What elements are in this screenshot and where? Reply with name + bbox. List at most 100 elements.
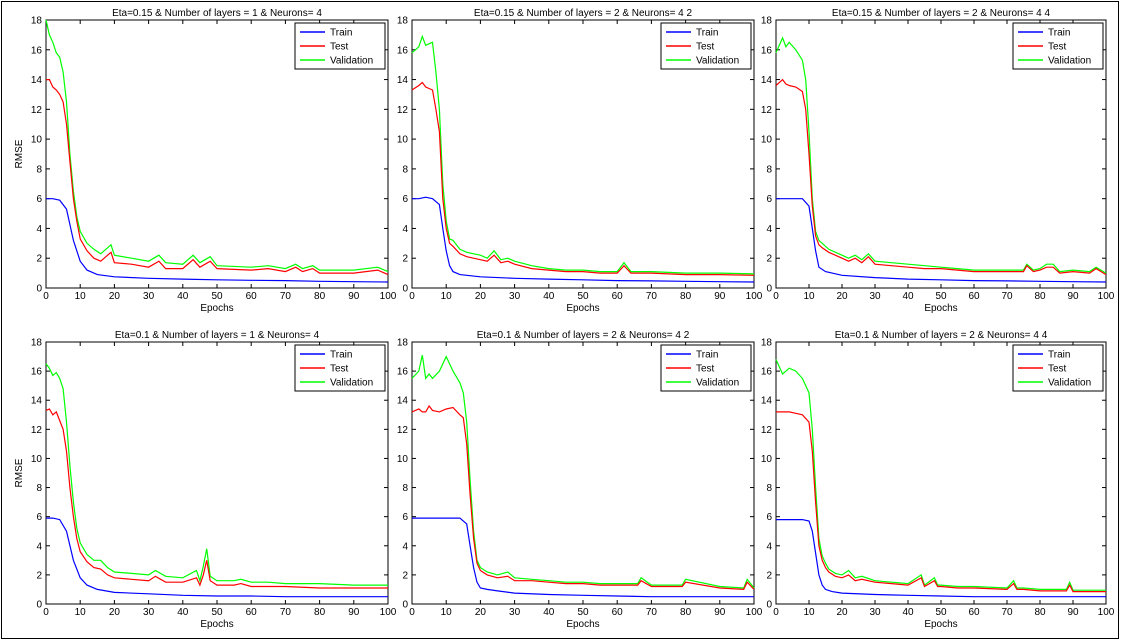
- y-tick-label: 16: [761, 45, 773, 56]
- legend-label-validation: Validation: [696, 378, 739, 389]
- x-tick-label: 80: [314, 291, 326, 302]
- x-tick-label: 90: [1067, 607, 1079, 618]
- series-line-train: [412, 196, 755, 283]
- x-tick-label: 100: [746, 607, 763, 618]
- legend-label-train: Train: [1048, 350, 1070, 361]
- x-tick-label: 10: [75, 607, 87, 618]
- y-tick-label: 10: [397, 454, 409, 465]
- y-axis-label: RMSE: [14, 139, 25, 168]
- subplot-title: Eta=0.15 & Number of layers = 2 & Neuron…: [474, 8, 693, 19]
- series-line-validation: [775, 36, 1107, 274]
- y-tick-label: 10: [31, 135, 43, 146]
- x-tick-label: 0: [43, 291, 49, 302]
- y-tick-label: 14: [761, 396, 773, 407]
- x-tick-label: 40: [177, 291, 189, 302]
- y-tick-label: 8: [402, 483, 408, 494]
- subplot-title: Eta=0.1 & Number of layers = 2 & Neurons…: [835, 330, 1048, 341]
- subplot-1: Eta=0.15 & Number of layers = 1 & Neuron…: [14, 8, 397, 314]
- legend-label-test: Test: [696, 364, 715, 375]
- x-tick-label: 0: [409, 291, 415, 302]
- y-tick-label: 12: [397, 425, 409, 436]
- x-tick-label: 20: [836, 607, 848, 618]
- y-tick-label: 4: [402, 224, 408, 235]
- y-tick-label: 6: [36, 194, 42, 205]
- subplot-5: Eta=0.1 & Number of layers = 2 & Neurons…: [397, 330, 763, 630]
- y-tick-label: 16: [397, 45, 409, 56]
- x-tick-label: 60: [612, 291, 624, 302]
- y-tick-label: 8: [36, 164, 42, 175]
- legend-label-test: Test: [696, 42, 715, 53]
- legend-label-test: Test: [330, 364, 349, 375]
- x-tick-label: 40: [902, 607, 914, 618]
- y-tick-label: 14: [761, 75, 773, 86]
- x-tick-label: 10: [803, 607, 815, 618]
- y-tick-label: 4: [766, 541, 772, 552]
- y-tick-label: 2: [36, 570, 42, 581]
- y-tick-label: 8: [766, 164, 772, 175]
- legend-label-train: Train: [696, 28, 718, 39]
- series-line-train: [46, 198, 389, 283]
- x-tick-label: 30: [869, 291, 881, 302]
- y-tick-label: 8: [766, 483, 772, 494]
- y-tick-label: 18: [761, 16, 773, 27]
- y-tick-label: 6: [402, 512, 408, 523]
- y-tick-label: 16: [397, 367, 409, 378]
- y-tick-label: 2: [402, 570, 408, 581]
- y-tick-label: 2: [766, 254, 772, 265]
- x-tick-label: 40: [543, 291, 555, 302]
- y-tick-label: 6: [402, 194, 408, 205]
- x-tick-label: 60: [246, 291, 258, 302]
- x-tick-label: 40: [177, 607, 189, 618]
- x-tick-label: 50: [935, 291, 947, 302]
- x-tick-label: 80: [680, 607, 692, 618]
- y-tick-label: 12: [397, 105, 409, 116]
- y-tick-label: 6: [36, 512, 42, 523]
- legend-label-validation: Validation: [330, 56, 373, 67]
- x-tick-label: 40: [902, 291, 914, 302]
- x-tick-label: 0: [43, 607, 49, 618]
- x-tick-label: 0: [409, 607, 415, 618]
- y-axis-label: RMSE: [14, 458, 25, 487]
- y-tick-label: 2: [402, 254, 408, 265]
- x-tick-label: 100: [380, 607, 397, 618]
- x-tick-label: 10: [441, 607, 453, 618]
- x-tick-label: 40: [543, 607, 555, 618]
- y-tick-label: 10: [761, 135, 773, 146]
- legend-label-validation: Validation: [330, 378, 373, 389]
- y-tick-label: 14: [31, 396, 43, 407]
- y-tick-label: 12: [761, 425, 773, 436]
- series-line-test: [45, 408, 388, 589]
- x-tick-label: 60: [612, 607, 624, 618]
- subplot-6: Eta=0.1 & Number of layers = 2 & Neurons…: [761, 330, 1115, 630]
- x-tick-label: 70: [280, 291, 292, 302]
- x-tick-label: 80: [680, 291, 692, 302]
- y-tick-label: 8: [36, 483, 42, 494]
- x-tick-label: 90: [1067, 291, 1079, 302]
- y-tick-label: 4: [36, 224, 42, 235]
- subplot-4: Eta=0.1 & Number of layers = 1 & Neurons…: [14, 330, 397, 630]
- x-tick-label: 100: [746, 291, 763, 302]
- x-axis-label: Epochs: [924, 303, 957, 314]
- y-tick-label: 0: [36, 284, 42, 295]
- x-tick-label: 90: [714, 291, 726, 302]
- x-axis-label: Epochs: [200, 303, 233, 314]
- series-line-validation: [45, 363, 388, 586]
- y-tick-label: 10: [31, 454, 43, 465]
- x-tick-label: 80: [1034, 607, 1046, 618]
- series-line-test: [46, 78, 389, 276]
- series-line-test: [775, 78, 1107, 276]
- legend-label-train: Train: [696, 350, 718, 361]
- subplot-2: Eta=0.15 & Number of layers = 2 & Neuron…: [397, 8, 763, 314]
- x-tick-label: 20: [109, 291, 121, 302]
- x-tick-label: 70: [646, 291, 658, 302]
- y-tick-label: 0: [402, 600, 408, 611]
- y-tick-label: 14: [397, 75, 409, 86]
- x-tick-label: 10: [441, 291, 453, 302]
- x-tick-label: 10: [803, 291, 815, 302]
- x-tick-label: 50: [935, 607, 947, 618]
- x-tick-label: 0: [773, 291, 779, 302]
- x-tick-label: 20: [475, 291, 487, 302]
- x-axis-label: Epochs: [566, 619, 599, 630]
